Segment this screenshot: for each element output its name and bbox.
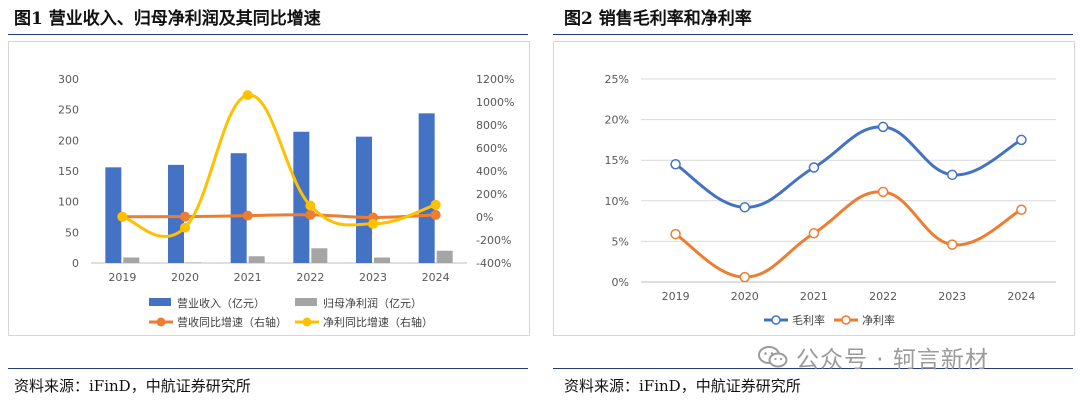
left-tick-label: 50 [65, 226, 79, 239]
figure2-source-rule [553, 368, 1073, 369]
gross-margin-line [674, 125, 1023, 209]
net-profit-growth-point [180, 222, 190, 233]
right-tick-label: 200% [476, 188, 507, 201]
figure2-chart: 0% 5% 10% 15% 20% 25% 2019 2020 2021 2022 2023 2024… [605, 73, 1056, 327]
legend-revenue-swatch [149, 298, 171, 306]
legend-net-margin-marker [841, 315, 851, 325]
legend-revenue-growth-label: 营收同比增速（右轴） [177, 315, 287, 329]
legend-gross-margin-marker [771, 315, 781, 325]
net-profit-bar [248, 256, 265, 263]
figure1-title: 图1 营业收入、归母净利润及其同比增速 [14, 9, 321, 29]
legend-net-profit-swatch [295, 298, 317, 306]
left-tick-label: 200 [58, 134, 79, 147]
revenue-bar [230, 153, 247, 263]
net-profit-bar [311, 248, 328, 263]
x-tick-label: 2019 [108, 271, 136, 284]
right-tick-label: -200% [476, 234, 511, 247]
net-profit-bar [186, 262, 202, 263]
figure1-chart-frame: 0 50 100 150 200 250 300 -400% -200% 0% 200% 400% 60… [8, 41, 530, 336]
net-margin-point [739, 271, 750, 283]
gross-margin-point [808, 162, 820, 173]
x-tick-label: 2020 [731, 290, 759, 303]
figure1-source: 资料来源：iFinD，中航证券研究所 [14, 377, 251, 395]
revenue-growth-point [242, 210, 253, 221]
x-tick-label: 2024 [1007, 290, 1035, 303]
y-tick-label: 10% [605, 195, 629, 208]
x-tick-label: 2021 [800, 290, 828, 303]
y-tick-label: 20% [605, 114, 629, 127]
net-profit-growth-point [117, 211, 128, 222]
y-tick-label: 5% [612, 235, 629, 248]
legend-gross-margin-label: 毛利率 [792, 313, 825, 327]
revenue-growth-point [305, 209, 316, 220]
y-tick-label: 0% [612, 276, 629, 289]
net-margin-line [674, 190, 1023, 279]
net-margin-point [947, 239, 958, 250]
y-tick-label: 15% [605, 154, 629, 167]
legend-net-profit-label: 归母净利润（亿元） [323, 296, 422, 310]
revenue-bar [356, 136, 372, 263]
figure1-title-rule [8, 34, 528, 35]
gross-margin-point [739, 202, 750, 213]
figure2-title-rule [553, 34, 1073, 35]
wechat-icon [758, 346, 788, 368]
revenue-bar [105, 167, 122, 263]
x-tick-label: 2023 [938, 290, 966, 303]
gross-margin-point [947, 169, 958, 181]
y-tick-label: 25% [605, 73, 629, 86]
legend-revenue-label: 营业收入（亿元） [177, 296, 265, 310]
left-tick-label: 300 [58, 73, 79, 86]
revenue-growth-point [430, 209, 441, 220]
figure1-source-rule [8, 368, 528, 369]
gross-margin-point [1016, 134, 1027, 146]
left-tick-label: 250 [58, 104, 79, 117]
revenue-growth-point [180, 211, 190, 222]
legend-net-margin-label: 净利率 [862, 313, 895, 327]
x-tick-label: 2020 [171, 271, 199, 284]
right-tick-label: 600% [476, 142, 507, 155]
revenue-bar [293, 131, 310, 263]
right-tick-label: -400% [476, 257, 511, 270]
net-margin-point [670, 228, 681, 240]
revenue-bar [418, 113, 435, 263]
left-tick-label: 150 [58, 165, 79, 178]
net-margin-point [877, 186, 889, 198]
legend-net-profit-growth-marker [302, 317, 312, 327]
revenue-bar [168, 164, 184, 263]
net-profit-growth-point [430, 199, 441, 210]
legend-revenue-growth-marker [156, 317, 166, 327]
net-profit-bar [374, 257, 390, 263]
x-tick-label: 2024 [422, 271, 450, 284]
right-tick-label: 1000% [476, 96, 514, 109]
x-tick-label: 2022 [296, 271, 324, 284]
right-tick-label: 400% [476, 165, 507, 178]
figure2-chart-frame: 0% 5% 10% 15% 20% 25% 2019 2020 2021 2022 2023 2024… [553, 41, 1075, 336]
net-profit-growth-point [305, 200, 316, 211]
gross-margin-point [877, 121, 889, 133]
x-tick-label: 2023 [359, 271, 387, 284]
watermark: 公众号 · 轲言新材 [758, 340, 989, 374]
net-profit-bar [123, 257, 140, 263]
watermark-text: 公众号 · 轲言新材 [796, 347, 989, 373]
revenue-growth-line [122, 213, 436, 219]
x-tick-label: 2022 [869, 290, 897, 303]
legend-net-profit-growth-label: 净利同比增速（右轴） [323, 315, 433, 329]
figure2-source: 资料来源：iFinD，中航证券研究所 [564, 377, 801, 395]
gross-margin-point [670, 159, 681, 170]
right-tick-label: 0% [476, 211, 493, 224]
figure1-chart: 0 50 100 150 200 250 300 -400% -200% 0% 200% 400% 60… [58, 73, 514, 329]
net-profit-growth-point [368, 218, 378, 229]
x-tick-label: 2019 [662, 290, 690, 303]
left-tick-label: 0 [72, 257, 79, 270]
net-margin-point [808, 228, 820, 239]
right-tick-label: 800% [476, 119, 507, 132]
figure2-title: 图2 销售毛利率和净利率 [564, 9, 752, 29]
net-margin-point [1016, 204, 1027, 215]
net-profit-growth-point [242, 90, 253, 101]
left-tick-label: 100 [58, 196, 79, 209]
net-profit-bar [436, 250, 453, 263]
x-tick-label: 2021 [234, 271, 262, 284]
right-tick-label: 1200% [476, 73, 514, 86]
